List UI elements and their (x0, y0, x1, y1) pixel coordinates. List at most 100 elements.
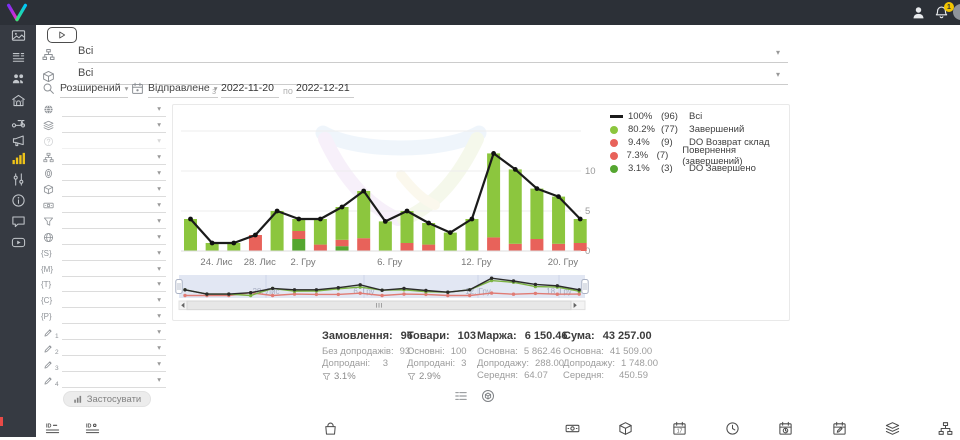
id-status-icon: ID (85, 423, 100, 434)
product-select[interactable]: Всі ▾ (42, 67, 788, 87)
chevron-down-icon: ▾ (124, 84, 129, 93)
category-select-value: Всі (78, 45, 94, 57)
date-to-input[interactable]: 2022-12-21 (296, 82, 354, 98)
stat-title: Маржа: (477, 330, 517, 342)
filter-select[interactable]: ▾ (62, 277, 166, 293)
line-point (404, 208, 410, 214)
filter-select[interactable]: ▾ (62, 118, 166, 133)
category-select[interactable]: Всі ▾ (42, 45, 788, 65)
topbar: 1 (0, 0, 960, 25)
avatar[interactable] (953, 4, 960, 20)
toolbar-sitemap-icon[interactable] (938, 421, 953, 436)
status-icon (43, 136, 54, 146)
stat-sub-value: 288.00 (535, 358, 565, 369)
filter-select[interactable]: ▾ (62, 166, 166, 181)
toolbar-bag-icon[interactable] (323, 421, 338, 436)
chevron-down-icon: ▾ (157, 263, 161, 273)
play-icon (11, 237, 25, 248)
legend-item[interactable]: 9.4% (9) DO Возврат склад (610, 136, 789, 149)
tutorial-play-button[interactable] (47, 27, 77, 43)
sidebar-item-settings[interactable] (0, 171, 36, 188)
sidebar-item-tutorials[interactable] (0, 234, 36, 251)
toolbar-money-icon[interactable] (565, 421, 580, 436)
filter-select[interactable]: ▾ (62, 357, 166, 373)
sidebar-item-market[interactable] (0, 92, 36, 109)
filter-select[interactable]: ▾ (62, 262, 166, 277)
toolbar-calendar-edit-icon[interactable] (832, 421, 847, 436)
calendar-icon (132, 82, 143, 94)
navigator-handle[interactable] (581, 279, 589, 294)
view-toggles (454, 389, 495, 403)
filter-select[interactable]: ▾ (62, 214, 166, 229)
filter-select[interactable]: ▾ (62, 150, 166, 165)
filter-select[interactable]: ▾ (62, 341, 166, 357)
filter-row-9: ▾ (38, 231, 166, 247)
filter-select[interactable]: ▾ (62, 373, 166, 389)
pencil-icon (43, 359, 54, 370)
sidebar-item-chat[interactable] (0, 213, 36, 230)
toolbar-id-sort-icon[interactable]: ID (45, 421, 60, 436)
date-type-select[interactable]: Відправлене ▾ (148, 82, 218, 98)
apply-button[interactable]: Застосувати (63, 391, 151, 407)
filter-select[interactable]: ▾ (62, 293, 166, 309)
line-point (318, 216, 323, 222)
filter-row-18: 4 ▾ (38, 374, 166, 390)
filter-select[interactable]: ▾ (62, 309, 166, 325)
toolbar-calendar-clock-icon[interactable] (778, 421, 793, 436)
sidebar-item-analytics[interactable] (0, 150, 36, 167)
navigator-label: 18. Гру (546, 287, 572, 296)
sidebar-item-marketing[interactable] (0, 132, 36, 149)
filter-select[interactable]: ▾ (62, 198, 166, 213)
bar-segment (292, 231, 306, 239)
toolbar-clock-icon[interactable] (725, 421, 740, 436)
stat-sub-label: Допродажу: (563, 358, 616, 369)
legend-line-swatch (610, 115, 623, 118)
filter-select[interactable]: ▾ (62, 325, 166, 341)
sidebar-item-info[interactable] (0, 192, 36, 209)
app-logo[interactable] (5, 2, 29, 23)
profile-icon[interactable] (911, 5, 926, 20)
sidebar-item-customers[interactable] (0, 70, 36, 87)
filter-row-16: 2 ▾ (38, 342, 166, 358)
y-axis-label: 10 (585, 166, 596, 177)
filter-row-7: ▾ (38, 199, 166, 215)
package-icon (43, 70, 54, 83)
list-view-icon[interactable] (454, 389, 468, 403)
filter-select[interactable]: ▾ (62, 182, 166, 197)
date-from-input[interactable]: 2022-11-20 (221, 82, 279, 98)
bar-segment (248, 235, 262, 251)
legend-count: (9) (661, 137, 673, 148)
legend-item[interactable]: 3.1% (3) DO Завершено (610, 162, 789, 175)
y-axis-label: 5 (585, 206, 590, 217)
pencil-icon (44, 361, 52, 369)
filter-select[interactable]: ▾ (62, 246, 166, 261)
sidebar-item-feed[interactable] (0, 49, 36, 66)
legend-item[interactable]: 7.3% (7) Повернення (завершений) (610, 145, 789, 167)
sidebar-item-delivery[interactable] (0, 113, 36, 130)
stat-column: Замовлення: 96 Без допродажів: 93 Допродані:… (322, 330, 413, 382)
sidebar-item-gallery[interactable] (0, 27, 36, 44)
legend-dot-swatch (610, 164, 618, 173)
toolbar-calendar-date-icon[interactable]: 17 (672, 421, 687, 436)
toolbar-id-status-icon[interactable]: ID (85, 421, 100, 436)
toolbar-package-icon[interactable] (618, 421, 633, 436)
search-icon[interactable] (42, 82, 55, 95)
filter-select[interactable]: ▾ (62, 134, 166, 149)
bar-segment (443, 232, 457, 251)
stat-sub-label: Допродані: (407, 358, 456, 369)
filter-select[interactable]: ▾ (62, 102, 166, 117)
chevron-down-icon: ▾ (157, 183, 161, 193)
package-view-icon[interactable] (481, 389, 495, 403)
filter-select[interactable]: ▾ (62, 230, 166, 245)
legend-count: (3) (661, 163, 673, 174)
toolbar-layers-icon[interactable] (885, 421, 900, 436)
legend-count: (77) (661, 124, 678, 135)
orders-chart[interactable]: 0 5 10 24. Лис 28. Лис 2. Гру 6. Гру 12. Гру 20.… (173, 105, 787, 318)
navigator-handle[interactable] (175, 279, 183, 294)
legend-item[interactable]: 80.2% (77) Завершений (610, 123, 789, 136)
search-mode-select[interactable]: Розширений ▾ (60, 82, 129, 98)
notifications-bell-icon[interactable]: 1 (934, 2, 954, 20)
legend-item[interactable]: 100% (96) Всі (610, 110, 789, 123)
x-axis-label: 24. Лис (200, 257, 232, 268)
filter-row-8: ▾ (38, 215, 166, 231)
